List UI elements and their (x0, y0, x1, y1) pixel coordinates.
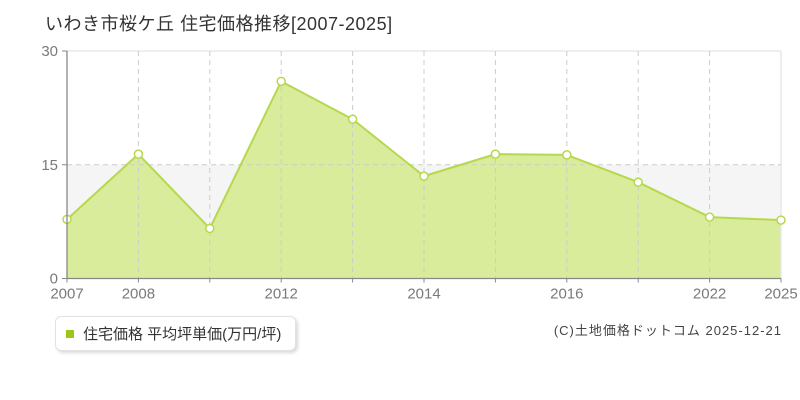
x-tick-label: 2008 (122, 286, 155, 303)
copyright-text: (C)土地価格ドットコム 2025-12-21 (553, 323, 782, 338)
data-point (776, 215, 786, 225)
data-points (62, 76, 786, 234)
tick-marks (62, 50, 782, 283)
x-tick-label: 2012 (265, 286, 298, 303)
x-tick-label: 2016 (550, 286, 583, 303)
price-trend-chart: 2007 2008 2012 2014 2016 2022 2025 0 15 30 (41, 43, 797, 303)
y-tick-label: 30 (41, 43, 58, 60)
x-tick-label: 2025 (764, 286, 797, 303)
data-point (490, 149, 501, 159)
data-point (419, 171, 429, 181)
data-point (633, 177, 643, 187)
series-marker-icon (66, 329, 74, 338)
grid-lines (67, 51, 781, 279)
legend: 住宅価格 平均坪単価(万円/坪) (55, 316, 297, 351)
data-point (562, 150, 572, 160)
data-point (276, 76, 286, 87)
chart-title: いわき市桜ケ丘 住宅価格推移[2007-2025] (45, 14, 393, 34)
x-tick-label: 2007 (50, 286, 83, 303)
data-point (205, 223, 215, 234)
x-tick-labels: 2007 2008 2012 2014 2016 2022 2025 (50, 286, 797, 303)
data-point (704, 212, 715, 222)
x-tick-label: 2014 (407, 286, 440, 303)
y-tick-label: 0 (50, 271, 58, 288)
y-tick-labels: 0 15 30 (41, 43, 58, 288)
data-point (347, 114, 358, 124)
data-point (133, 149, 144, 159)
legend-label: 住宅価格 平均坪単価(万円/坪) (83, 326, 282, 343)
x-tick-label: 2022 (693, 286, 726, 303)
y-tick-label: 15 (41, 157, 58, 174)
